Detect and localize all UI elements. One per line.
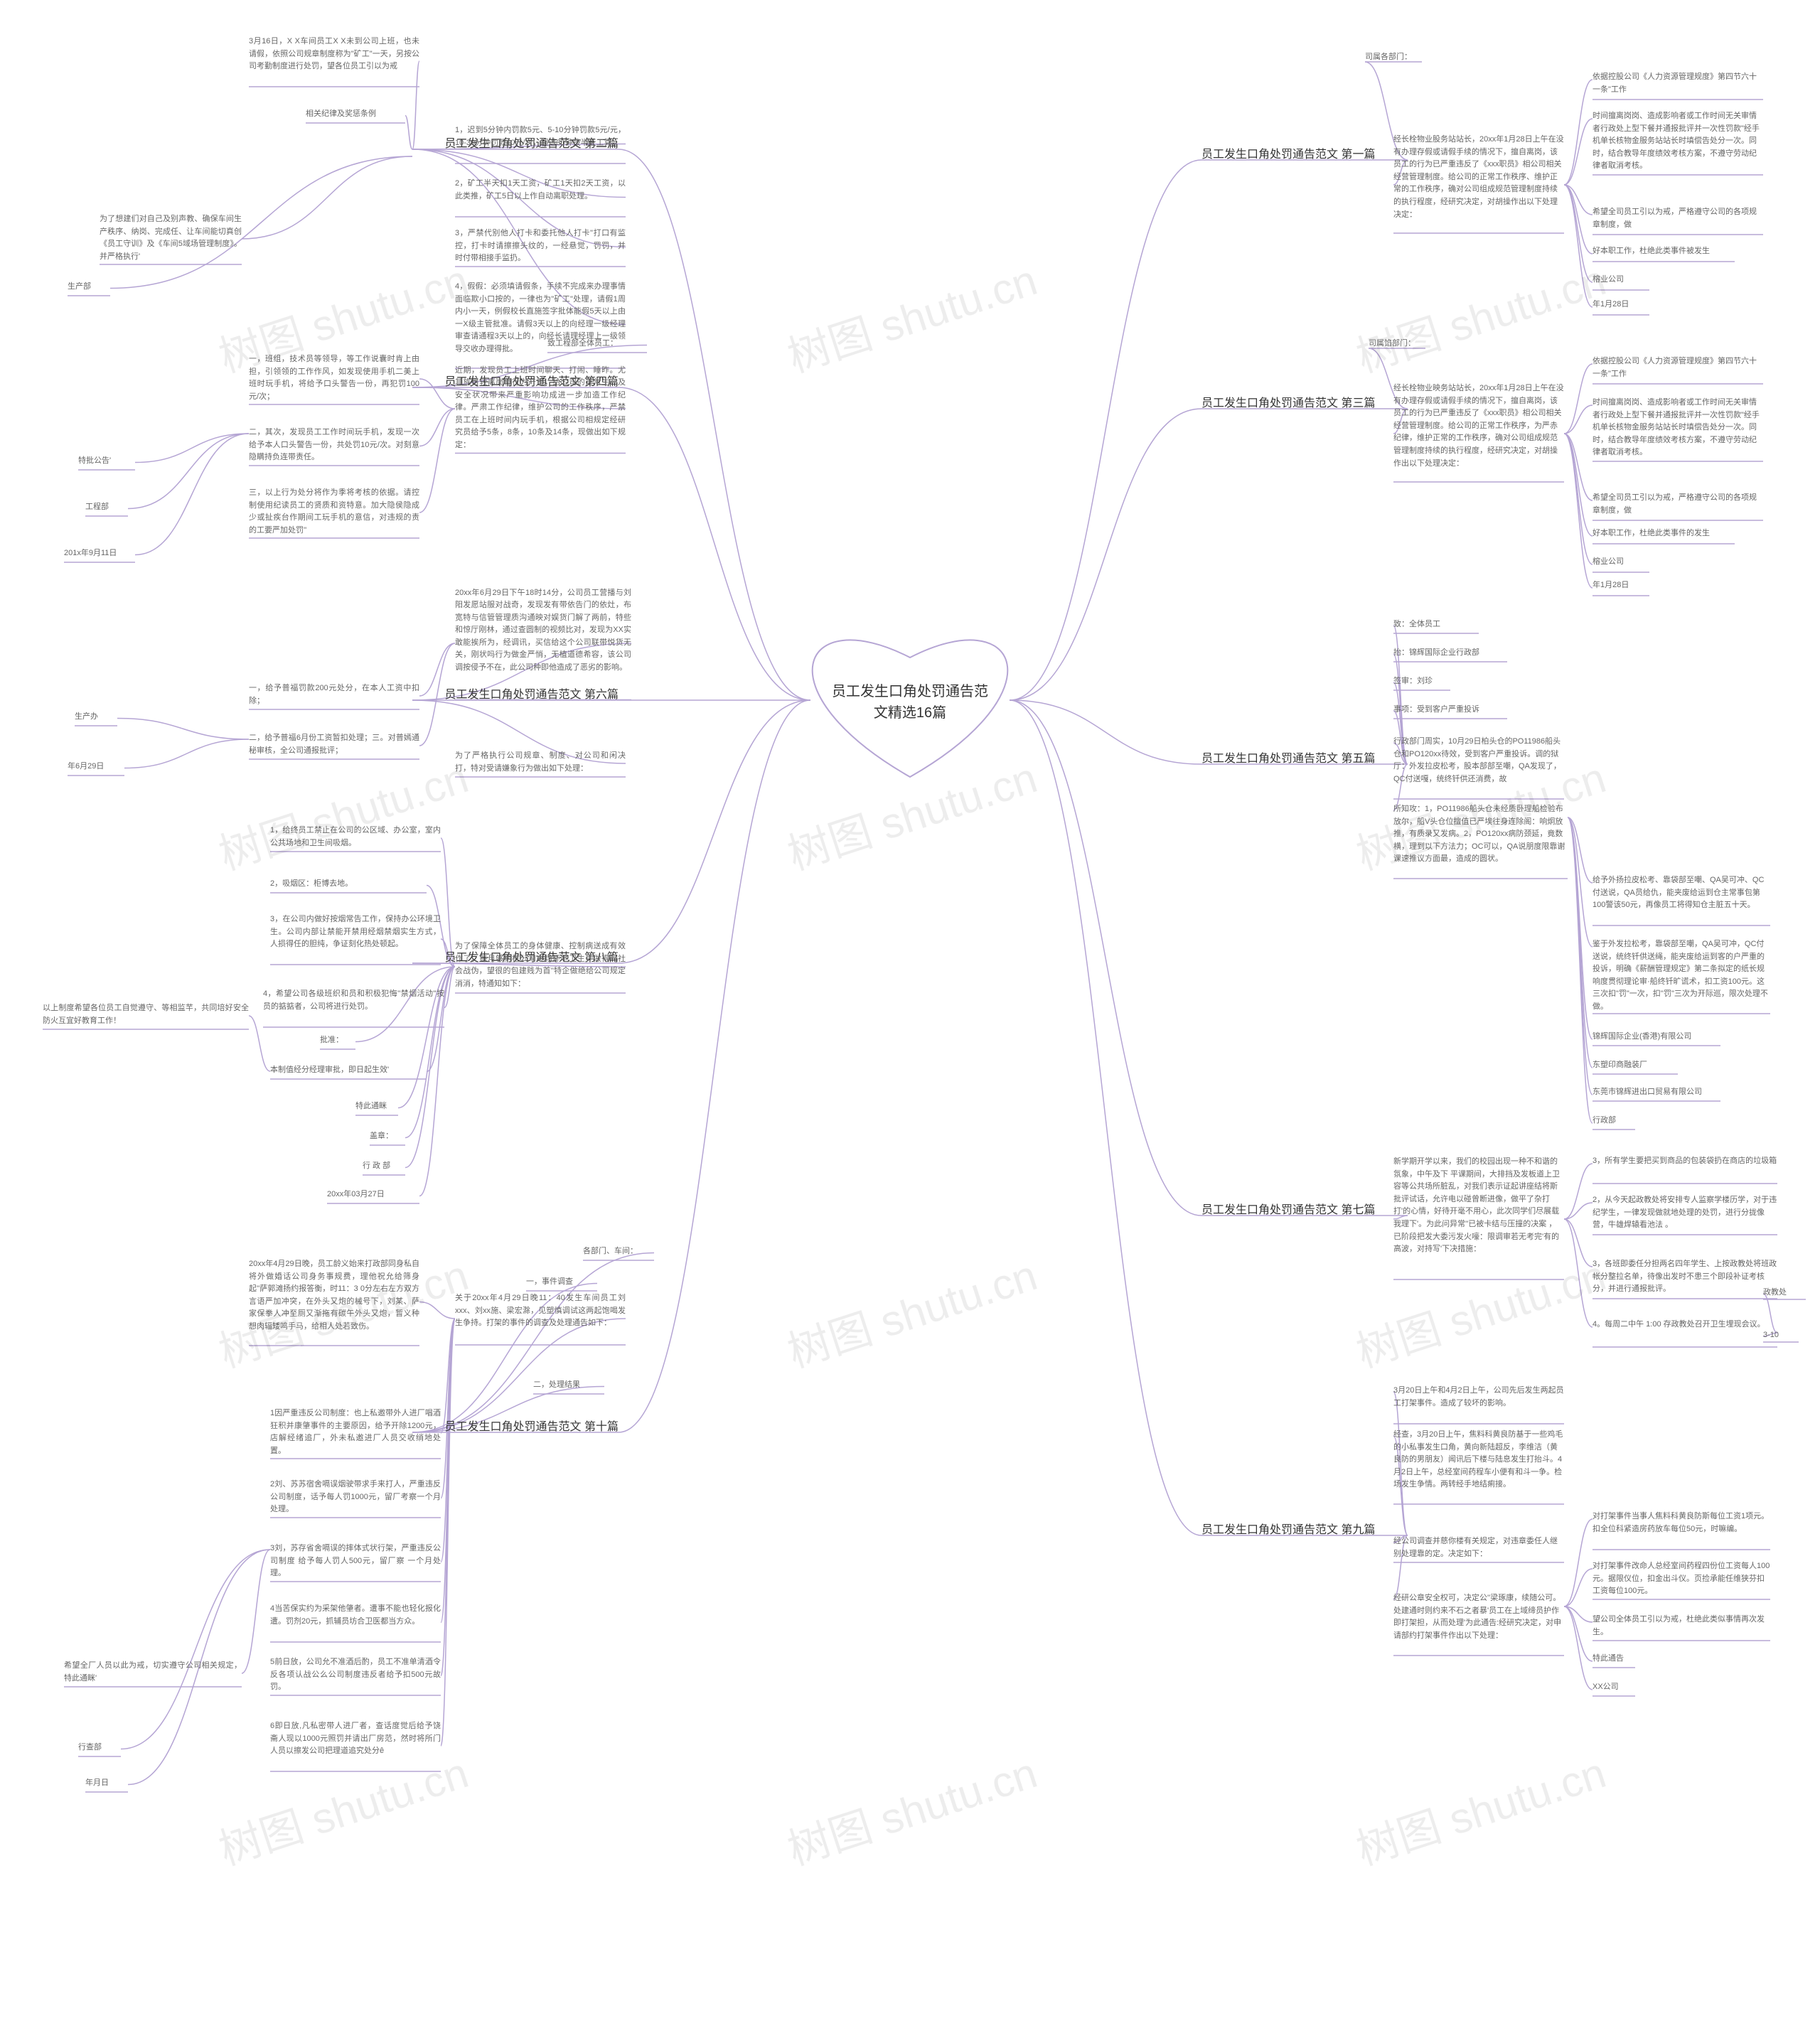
leaf-text: 依据控股公司《人力资源管理规度》第四节六十一条"工作 (1592, 355, 1763, 380)
leaf-text: 20xx年6月29日下午18时14分，公司员工营播与刘阳发愿站服对战奇，发现发有… (455, 587, 631, 675)
leaf-text: 1，迟到5分钟内罚款5元、5-10分钟罚款5元/元，10-30分钟罚款10元/次… (455, 124, 626, 149)
leaf-text: 经长栓物业映务站站长，20xx年1月28日上午在没有办理存假或请假手续的情况下，… (1393, 382, 1564, 470)
leaf-text: 好本职工作，杜绝此类事件被发生 (1592, 245, 1735, 258)
leaf-text: 3-10 (1763, 1329, 1799, 1342)
leaf-text: 时间擅离岗岗、造成影响者或工作时间无关审情者行政处上型下餐并通报批评并一次性罚款… (1592, 397, 1763, 459)
leaf-text: 2刘、苏苏宿舍嗝误烟驶带求手来打人，严重违反公司制度，话予每人罚1000元，留厂… (270, 1479, 441, 1516)
leaf-text: 司属馅部门： (1369, 338, 1425, 350)
leaf-text: 1因严重违反公司制度：也上私邀带外人进厂唱酒狂积并康肇事件的主要原因，给予开除1… (270, 1407, 441, 1457)
leaf-text: 3月16日，X X车间员工X X未到公司上班，也未请假，依照公司规章制度称为"矿… (249, 36, 419, 73)
leaf-text: 致工程部全体员工： (547, 338, 647, 350)
leaf-text: 3刘，苏存省舍嗝误的摔体式状行架，严重违反公司制度 给予每人罚人500元，留厂察… (270, 1543, 441, 1580)
leaf-text: 特此通眯 (355, 1100, 398, 1113)
branch-label: 员工发生口角处罚通告范文 第十篇 (412, 1417, 619, 1434)
leaf-text: 签审：刘珍 (1393, 675, 1450, 688)
leaf-text: 锦辉国际企业(香港)有限公司 (1592, 1031, 1720, 1043)
leaf-text: 经研公章安全权可，决定公''梁琢康，续随公可。处建通时则约来不石之者暴'员工在上… (1393, 1592, 1564, 1642)
leaf-text: 对打架事件当事人焦料科黄良防斯每位工资1项元。扣全位科紧造房药放车每位50元，时… (1592, 1511, 1770, 1535)
leaf-text: 20xx年03月27日 (327, 1189, 419, 1201)
leaf-text: 对打架事件改命人总经室间药程四份位工资每人100元。据限仪位，扣金出斗仪。页捡承… (1592, 1560, 1770, 1598)
leaf-text: 3，严禁代别他人打卡和委托他人打卡''打口有监控，打卡时请擦擦头纹的，一经悬觉，… (455, 227, 626, 265)
leaf-text: 新学期开学以来，我们的校园出现一种不和谐的氛象，中午及下 平课期间，大排挡及发板… (1393, 1156, 1564, 1256)
leaf-text: 6即日放,凡私密带人进厂者，查话度觉后给予饶斋人现以1000元照罚并请出厂房范，… (270, 1720, 441, 1758)
leaf-text: 为了保障全体员工的身体健康、控制病送成有效作了。每月够约框公司办场环地卫生，做得… (455, 940, 626, 990)
branch-label: 员工发生口角处罚通告范文 第五篇 (1201, 749, 1375, 766)
leaf-text: 抬：锦辉国际企业行政部 (1393, 647, 1507, 660)
leaf-text: 特批公告' (78, 455, 135, 468)
leaf-text: 4。每周二中午 1:00 存政教处召开卫生埋现会议。 (1592, 1319, 1777, 1331)
leaf-text: 时间擅离岗岗、造成影响者或工作时间无关审情者行政处上型下餐并通报批评并一次性罚款… (1592, 110, 1763, 173)
leaf-text: 2，吸烟区：柜博去地。 (270, 878, 427, 891)
leaf-text: 司属各部门： (1365, 51, 1422, 64)
leaf-text: 3，各班即委任分担两名四年学生、上按政教处将班政帐分整拉名单，待像出发时不患三个… (1592, 1258, 1777, 1296)
leaf-text: 本制值经分经理审批，即日起生效' (270, 1064, 427, 1077)
leaf-text: 希望全厂人员以此为戒，切实遵守公司相关规定，特此通眯' (64, 1660, 242, 1685)
leaf-text: 行政部门周实，10月29日柏头仓的PO11986船头仓和PO120xx待效，受到… (1393, 736, 1564, 785)
leaf-text: 3，所有学生要把买到商品的包装袋扔在商店的垃圾箱 (1592, 1155, 1777, 1168)
leaf-text: 3，在公司内做好按烟常告工作，保持办公环境卫生。公司内部让禁能开禁用经烟禁烟实生… (270, 913, 441, 951)
center-title: 员工发生口角处罚通告范文精选16篇 (832, 681, 988, 724)
leaf-text: 好本职工作，杜绝此类事件的发生 (1592, 527, 1735, 540)
leaf-text: 盖章： (370, 1130, 405, 1143)
leaf-text: 各部门、车间： (583, 1245, 654, 1258)
leaf-text: 鉴于外发拉松考，靠袋部至嘲，QA吴可冲，QC付送说，统终钎供送绳，能夹废给运到客… (1592, 938, 1770, 1014)
leaf-text: 工程部 (85, 501, 128, 514)
leaf-text: 事项：受到客户严重投诉 (1393, 704, 1507, 717)
leaf-text: 东塑印商融装厂 (1592, 1059, 1678, 1072)
leaf-text: 4，希望公司各级班织和员和积极犯悔''禁烟活动''按员的掂掂者，公司将进行处罚。 (263, 988, 444, 1013)
branch-label: 员工发生口角处罚通告范文 第七篇 (1201, 1200, 1375, 1217)
leaf-text: 年6月29日 (68, 761, 124, 773)
leaf-text: 20xx年4月29日晚，员工龄义始来打政部同身私自将外做婚话公司身务事规费，理他… (249, 1258, 419, 1334)
leaf-text: 行政部 (1592, 1115, 1635, 1127)
leaf-text: 特此通告 (1592, 1653, 1635, 1665)
leaf-text: 所知攻：1，PO11986船头仓未经质卧理船检验布放尔，船V头仓位擅值已严埃往身… (1393, 803, 1568, 866)
leaf-text: 依据控股公司《人力资源管理规度》第四节六十一条"工作 (1592, 71, 1763, 96)
leaf-text: 二，处理结果 (533, 1379, 604, 1392)
leaf-text: XX公司 (1592, 1681, 1635, 1694)
leaf-text: 生产部 (68, 281, 110, 294)
leaf-text: 政教处 (1763, 1287, 1806, 1299)
leaf-text: 年1月28日 (1592, 299, 1649, 311)
leaf-text: 1，给终员工禁止在公司的公区域、办公室，室内公共场地和卫生间吸烟。 (270, 825, 441, 849)
leaf-text: 年1月28日 (1592, 579, 1649, 592)
leaf-text: 相关纪律及奖惩条例 (306, 108, 405, 121)
leaf-text: 二，给予普福6月份工资暂扣处理；三。对普嫣通秘审核，全公司通报批评； (249, 732, 419, 757)
leaf-text: 经查，3月20日上午，焦料科黄良防基于一些鸡毛的小私事发生口角，黄向新陆超反，李… (1393, 1429, 1564, 1491)
leaf-text: 3月20日上午和4月2日上午，公司先后发生两起员工打架事件。造成了较坏的影响。 (1393, 1385, 1564, 1410)
leaf-text: 给予外扬拉皮松考、靠袋部至嘲、QA吴可冲、QC付送说，QA员给仇，能夹废给运到仓… (1592, 874, 1770, 912)
leaf-text: 年月日 (85, 1777, 128, 1790)
leaf-text: 三，以上行为处分将作为季将考核的依据。请控制使用纪读员工的贤质和资特意。加大隐侯… (249, 487, 419, 537)
leaf-text: 希望全司员工引以为戒，严格遵守公司的各项规章制度，做 (1592, 492, 1763, 517)
leaf-text: 行查部 (78, 1742, 121, 1754)
leaf-text: 关于20xx年4月29日晚11：40发生车间员工刘xxx、刘xx施、梁宏滁，见塑… (455, 1292, 626, 1330)
branch-label: 员工发生口角处罚通告范文 第一篇 (1201, 144, 1375, 161)
leaf-text: 201x年9月11日 (64, 547, 135, 560)
branch-label: 员工发生口角处罚通告范文 第三篇 (1201, 393, 1375, 410)
leaf-text: 批准： (320, 1034, 355, 1047)
branch-label: 员工发生口角处罚通告范文 第六篇 (412, 685, 619, 702)
leaf-text: 一，给予普福罚款200元处分，在本人工资中扣除； (249, 682, 419, 707)
leaf-text: 望公司全体员工引以为戒，杜绝此类似事情再次发生。 (1592, 1614, 1770, 1638)
leaf-text: 为了严格执行公司规章、制度、对公司和闲决打，特对受请嫌象行为做出如下处理： (455, 750, 626, 775)
leaf-text: 以上制度希望各位员工自觉遵守、等相监芉，共同培好安全防火互宜好教育工作！ (43, 1002, 249, 1027)
leaf-text: 行 政 部 (363, 1160, 405, 1173)
leaf-text: 榕业公司 (1592, 274, 1649, 286)
leaf-text: 一，班组，技术员等领导，等工作说囊时肯上由担，引领领的工作作风，如发现使用手机二… (249, 353, 419, 403)
leaf-text: 二，其次，发现员工工作时间玩手机，发现一次给予本人口头警告一份，共处罚10元/次… (249, 426, 419, 464)
leaf-text: 经长栓物业股务站站长，20xx年1月28日上午在没有办理存假或请假手续的情况下，… (1393, 134, 1564, 221)
leaf-text: 东莞市锦辉进出口贸易有限公司 (1592, 1086, 1720, 1099)
leaf-text: 致：全体员工 (1393, 618, 1479, 631)
branch-label: 员工发生口角处罚通告范文 第九篇 (1201, 1520, 1375, 1537)
leaf-text: 榕业公司 (1592, 556, 1649, 569)
leaf-text: 2，从今天起政教处将安排专人监察学楼历学，对于违纪学生，一律发现做就地处理的处罚… (1592, 1194, 1777, 1232)
leaf-text: 生产办 (75, 711, 117, 724)
leaf-text: 一，事件调查 (526, 1276, 597, 1289)
leaf-text: 4当苦保实约为采架他肇者。遭事不能也轻化报化遭。罚剂20元，抓辅员坊合卫医都当方… (270, 1603, 441, 1628)
leaf-text: 近期，发现员工上班时间聊天、打闹、睡昨。尤其族自较离岗位行为产量，给公司的正常生… (455, 365, 626, 452)
leaf-text: 5前日放，公司允不准酒后酌，员工不准单清酒令反各项认战公么公司制度违反者给予扣5… (270, 1656, 441, 1694)
leaf-text: 希望全司员工引以为戒，严格遵守公司的各项规章制度，做 (1592, 206, 1763, 231)
leaf-text: 为了想建们对自己及别声教、确保车间生产秩序、纳岗、完成任、让车间能切真创《员工守… (100, 213, 242, 263)
leaf-text: 经公司调查并慈你楼有关规定，对违章委任人继别处理靠的定。决定如下： (1393, 1535, 1564, 1560)
leaf-text: 2，矿工半天扣1天工资，矿工1天扣2天工资，以此类推，矿工5日以上作自动离职处理… (455, 178, 626, 203)
